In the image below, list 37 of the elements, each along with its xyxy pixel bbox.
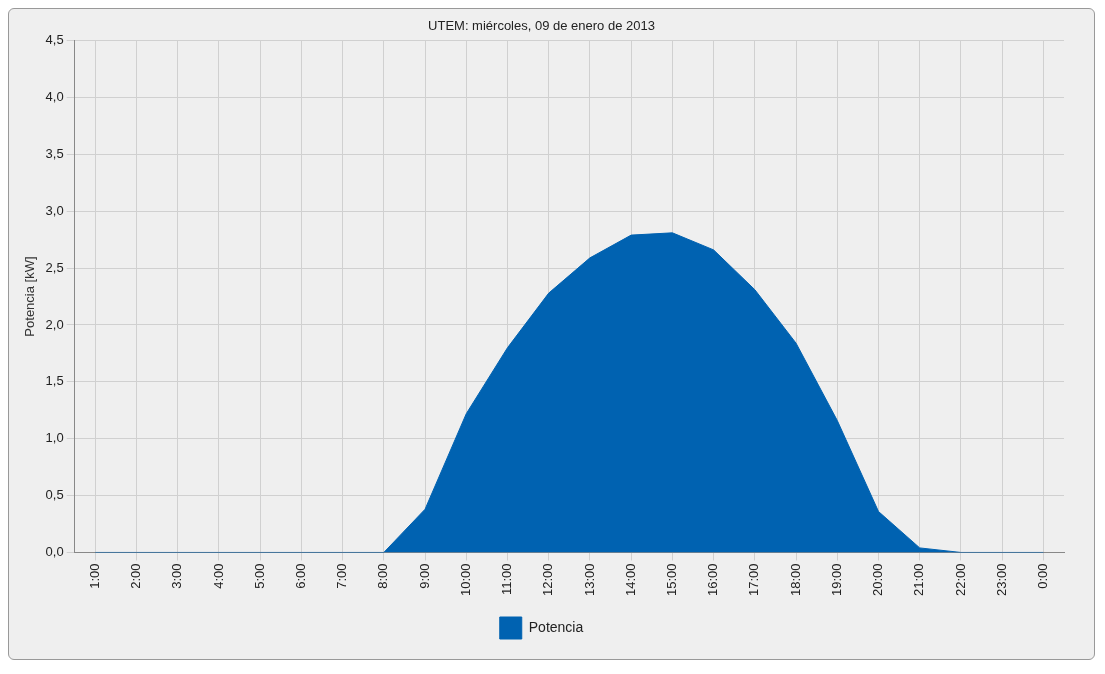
y-axis-title: Potencia [kW] xyxy=(22,256,38,337)
y-tick-label: 3,0 xyxy=(45,202,64,218)
x-tick-label: 22:00 xyxy=(952,563,968,597)
x-tick-label: 15:00 xyxy=(663,563,679,597)
y-tick-label: 4,5 xyxy=(45,32,64,48)
x-tick-label: 19:00 xyxy=(828,563,844,597)
x-tick-label: 0:00 xyxy=(1034,563,1050,589)
x-tick-label: 17:00 xyxy=(746,563,762,597)
x-tick-label: 1:00 xyxy=(86,563,102,589)
x-tick-label: 8:00 xyxy=(375,563,391,589)
x-tick-label: 20:00 xyxy=(870,563,886,597)
x-tick-label: 11:00 xyxy=(499,563,515,596)
legend-label: Potencia xyxy=(528,618,584,635)
x-tick-label: 10:00 xyxy=(457,563,473,597)
y-tick-label: 1,0 xyxy=(45,430,64,446)
y-tick-label: 3,5 xyxy=(45,145,64,161)
x-tick-label: 23:00 xyxy=(993,563,1009,597)
x-tick-label: 16:00 xyxy=(705,563,721,597)
x-tick-label: 13:00 xyxy=(581,563,597,597)
x-tick-label: 18:00 xyxy=(787,563,803,597)
y-tick-label: 0,0 xyxy=(45,544,64,560)
y-tick-label: 2,5 xyxy=(45,259,64,275)
x-tick-label: 5:00 xyxy=(251,563,267,589)
y-tick-label: 1,5 xyxy=(45,373,64,389)
x-tick-label: 7:00 xyxy=(334,563,350,589)
y-tick-label: 2,0 xyxy=(45,316,64,332)
x-tick-label: 6:00 xyxy=(292,563,308,589)
y-tick-label: 4,0 xyxy=(45,89,64,105)
x-tick-label: 9:00 xyxy=(416,563,432,589)
x-tick-label: 3:00 xyxy=(169,563,185,589)
x-tick-label: 4:00 xyxy=(210,563,226,589)
x-tick-label: 2:00 xyxy=(128,563,144,589)
y-tick-label: 0,5 xyxy=(45,487,64,503)
x-tick-label: 14:00 xyxy=(622,563,638,597)
x-tick-label: 21:00 xyxy=(911,563,927,597)
chart-title: UTEM: miércoles, 09 de enero de 2013 xyxy=(428,18,655,34)
x-tick-label: 12:00 xyxy=(540,563,556,597)
